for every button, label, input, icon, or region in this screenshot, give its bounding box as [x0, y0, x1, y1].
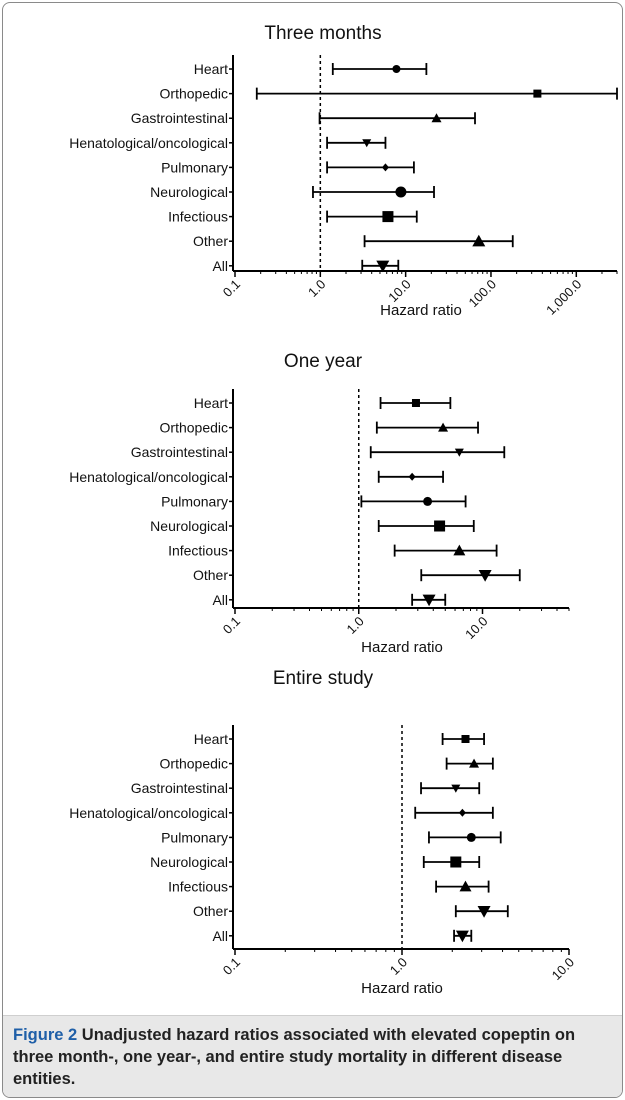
- panel-3-heart-label: Heart: [194, 731, 228, 747]
- panel-2-x-tick-label: 1.0: [343, 614, 366, 637]
- panel-3-neurological-label: Neurological: [150, 854, 228, 870]
- panel-1-x-axis-label: Hazard ratio: [380, 302, 462, 319]
- panel-2-infectious-point: [453, 544, 466, 556]
- panel-3-pulmonary-label: Pulmonary: [161, 829, 228, 845]
- panel-2-orthopedic-point: [438, 422, 449, 432]
- panel-3-gastrointestinal-label: Gastrointestinal: [131, 780, 228, 796]
- panel-1-heart-point: [392, 65, 401, 73]
- panel-2-gastrointestinal-label: Gastrointestinal: [131, 444, 228, 460]
- panel-1-x-tick-label: 100.0: [465, 277, 499, 311]
- panel-3-x-axis-label: Hazard ratio: [361, 980, 443, 997]
- panel-2-title: One year: [284, 351, 363, 372]
- panel-3-orthopedic-label: Orthopedic: [160, 756, 228, 772]
- panel-1-title: Three months: [264, 23, 381, 44]
- panel-1-x-tick-label: 1,000.0: [543, 277, 584, 318]
- panel-3-x-tick-label: 1.0: [387, 955, 410, 978]
- forest-plot-figure: Three months 0.1 1.0 10.0 100.0 1,000.0 Hazard…: [69, 23, 618, 997]
- panel-1-all-label: All: [212, 258, 228, 274]
- panel-2-all-point: [422, 594, 436, 607]
- panel-3-all-point: [455, 930, 469, 943]
- panel-1-infectious-point: [382, 211, 394, 223]
- panel-3-gastrointestinal-point: [451, 784, 461, 793]
- panel-2-gastrointestinal-point: [454, 448, 464, 457]
- panel-1-other-point: [472, 234, 486, 247]
- panel-2-x-tick-label: 10.0: [462, 614, 491, 643]
- panel-1-pulmonary-point: [381, 163, 389, 172]
- panel-3-other-label: Other: [193, 903, 228, 919]
- panel-2-pulmonary-label: Pulmonary: [161, 493, 228, 509]
- panel-1-x-tick-label: 0.1: [220, 277, 243, 300]
- panel-1-x-tick-label: 1.0: [305, 277, 328, 300]
- panel-1-x-tick-label: 10.0: [385, 277, 414, 306]
- panel-2-henatological-oncological-point: [408, 472, 416, 481]
- panel-2-pulmonary-point: [423, 496, 433, 506]
- panel-2-henatological-oncological-label: Henatological/oncological: [69, 469, 228, 485]
- panel-3-x-tick-label: 10.0: [549, 955, 578, 984]
- panel-3-title: Entire study: [273, 668, 374, 689]
- panel-3-orthopedic-point: [469, 758, 480, 768]
- panel-3-other-point: [477, 906, 491, 918]
- caption-text: Unadjusted hazard ratios associated with…: [13, 1026, 576, 1088]
- panel-2-neurological-point: [434, 520, 446, 532]
- panel-1-orthopedic-label: Orthopedic: [160, 86, 228, 102]
- panel-2-orthopedic-label: Orthopedic: [160, 420, 228, 436]
- panel-1-pulmonary-label: Pulmonary: [161, 159, 228, 175]
- panel-3-henatological-oncological-label: Henatological/oncological: [69, 805, 228, 821]
- panel-1-orthopedic-point: [533, 89, 542, 98]
- panel-1-gastrointestinal-point: [431, 113, 442, 123]
- panel-3-heart-point: [461, 735, 470, 743]
- panel-3-x-tick-label: 0.1: [220, 955, 243, 978]
- panel-1-all-point: [376, 260, 390, 273]
- figure-label: Figure 2: [13, 1026, 78, 1044]
- panel-2-heart-point: [411, 399, 420, 407]
- caption-area: Figure 2 Unadjusted hazard ratios associ…: [3, 1015, 622, 1097]
- panel-2-all-label: All: [212, 592, 228, 608]
- panel-2-infectious-label: Infectious: [168, 543, 228, 559]
- panel-1-henatological-oncological-point: [362, 139, 372, 148]
- panel-1-henatological-oncological-label: Henatological/oncological: [69, 135, 228, 151]
- panel-3-infectious-label: Infectious: [168, 879, 228, 895]
- panel-2-x-tick-label: 0.1: [220, 614, 243, 637]
- panel-1-neurological-label: Neurological: [150, 184, 228, 200]
- panel-1-neurological-point: [395, 186, 407, 198]
- panel-2-other-label: Other: [193, 567, 228, 583]
- panel-2-heart-label: Heart: [194, 395, 228, 411]
- panel-2-x-axis-label: Hazard ratio: [361, 639, 443, 656]
- panel-1-infectious-label: Infectious: [168, 209, 228, 225]
- panel-3-henatological-oncological-point: [458, 808, 466, 817]
- panel-2-other-point: [478, 570, 492, 582]
- panel-3-all-label: All: [212, 928, 228, 944]
- panel-1-gastrointestinal-label: Gastrointestinal: [131, 110, 228, 126]
- panel-2-neurological-label: Neurological: [150, 518, 228, 534]
- panel-3-infectious-point: [459, 880, 472, 892]
- panel-3-pulmonary-point: [466, 832, 476, 842]
- figure-caption: Figure 2 Unadjusted hazard ratios associ…: [13, 1024, 613, 1090]
- panel-1-heart-label: Heart: [194, 61, 228, 77]
- panel-3-neurological-point: [450, 856, 462, 868]
- panel-1-other-label: Other: [193, 233, 228, 249]
